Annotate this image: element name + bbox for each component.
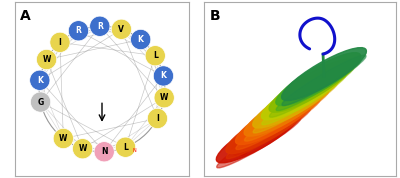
Circle shape (147, 108, 168, 129)
Circle shape (130, 29, 151, 50)
Text: L: L (153, 51, 158, 60)
Ellipse shape (262, 67, 346, 120)
Ellipse shape (253, 83, 337, 133)
Text: L: L (123, 143, 128, 152)
Text: N: N (133, 148, 136, 153)
Text: V: V (118, 25, 124, 34)
Circle shape (53, 128, 74, 149)
Circle shape (68, 21, 88, 41)
Ellipse shape (217, 117, 301, 168)
Circle shape (30, 92, 51, 112)
Ellipse shape (253, 75, 338, 128)
Circle shape (154, 88, 174, 108)
Text: G: G (38, 98, 44, 107)
Circle shape (153, 66, 174, 86)
Text: R: R (97, 22, 103, 31)
Ellipse shape (270, 67, 354, 117)
Text: B: B (210, 9, 220, 23)
Text: I: I (156, 114, 159, 123)
Ellipse shape (282, 55, 366, 106)
Ellipse shape (282, 48, 366, 101)
Circle shape (90, 16, 110, 36)
Ellipse shape (269, 59, 354, 112)
Circle shape (72, 139, 93, 159)
Circle shape (30, 70, 50, 90)
Ellipse shape (236, 91, 320, 145)
Ellipse shape (244, 83, 329, 136)
Text: I: I (58, 38, 62, 47)
Ellipse shape (262, 74, 346, 125)
Text: K: K (138, 35, 144, 44)
Circle shape (50, 32, 70, 53)
Ellipse shape (226, 101, 311, 154)
Circle shape (145, 46, 165, 66)
Circle shape (116, 137, 136, 157)
Text: K: K (37, 76, 43, 85)
Text: R: R (76, 26, 82, 35)
Text: K: K (160, 71, 166, 80)
Circle shape (111, 19, 132, 39)
Text: W: W (59, 134, 68, 143)
Ellipse shape (244, 91, 328, 141)
Text: W: W (78, 144, 87, 153)
Text: N: N (101, 147, 108, 156)
Ellipse shape (236, 99, 320, 150)
Ellipse shape (226, 108, 310, 159)
Ellipse shape (276, 53, 361, 106)
Text: W: W (160, 93, 168, 102)
Text: A: A (20, 9, 31, 23)
Circle shape (36, 49, 57, 70)
Text: W: W (42, 55, 51, 64)
Ellipse shape (216, 110, 301, 163)
Circle shape (94, 142, 114, 162)
Ellipse shape (276, 60, 360, 111)
